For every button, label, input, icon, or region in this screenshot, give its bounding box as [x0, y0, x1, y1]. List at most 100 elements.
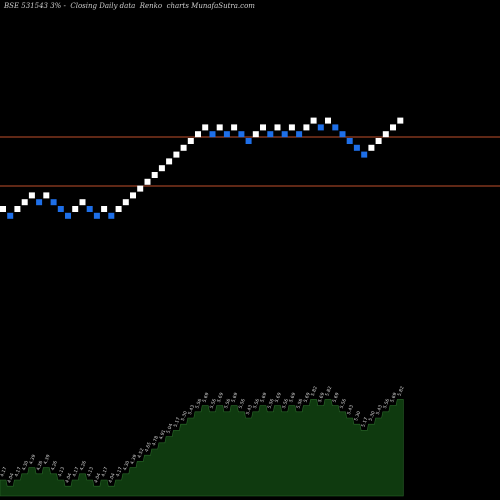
- brick-label: 5.69: [317, 392, 326, 404]
- brick-label: 4.26: [50, 460, 59, 472]
- brick-label: 5.56: [382, 398, 391, 410]
- up-brick: [151, 172, 158, 178]
- brick-label: 5.56: [281, 398, 290, 410]
- down-brick: [7, 212, 14, 219]
- up-brick: [368, 144, 375, 151]
- up-brick: [137, 185, 144, 192]
- brick-label: 4.04: [6, 472, 15, 484]
- down-brick: [267, 131, 274, 138]
- brick-label: 5.69: [230, 392, 239, 404]
- up-brick: [115, 206, 122, 212]
- brick-label: 4.17: [100, 466, 109, 478]
- up-brick: [158, 165, 165, 172]
- up-brick: [195, 131, 201, 138]
- brick-label: 5.56: [194, 398, 203, 410]
- up-brick: [397, 117, 404, 124]
- brick-label: 5.30: [368, 410, 377, 422]
- down-brick: [317, 124, 324, 131]
- brick-label: 5.56: [223, 398, 232, 410]
- up-brick: [144, 178, 151, 185]
- down-brick: [238, 131, 245, 138]
- down-brick: [65, 212, 71, 219]
- brick-label: 4.13: [57, 466, 66, 478]
- brick-label: 4.26: [35, 460, 44, 472]
- brick-label: 5.43: [187, 404, 196, 416]
- up-brick: [101, 206, 108, 212]
- up-brick: [0, 206, 6, 212]
- up-brick: [43, 192, 50, 199]
- brick-label: 4.17: [0, 466, 8, 478]
- brick-label: 4.04: [108, 472, 117, 484]
- brick-label: 4.65: [144, 441, 153, 453]
- brick-label: 5.56: [267, 398, 276, 410]
- brick-label: 5.04: [165, 423, 174, 435]
- up-brick: [28, 192, 35, 199]
- brick-label: 5.17: [360, 416, 369, 428]
- up-brick: [166, 158, 173, 165]
- brick-label: 5.56: [209, 398, 218, 410]
- brick-label: 5.43: [346, 404, 355, 416]
- brick-label: 5.69: [288, 392, 297, 404]
- volume-area: [0, 399, 404, 497]
- up-brick: [325, 117, 331, 124]
- brick-label: 4.39: [43, 454, 52, 466]
- up-brick: [382, 131, 389, 138]
- down-brick: [346, 138, 353, 144]
- down-brick: [36, 199, 43, 206]
- brick-label: 5.56: [339, 398, 348, 410]
- down-brick: [353, 144, 360, 151]
- down-brick: [361, 151, 368, 158]
- up-brick: [252, 131, 259, 138]
- brick-label: 4.39: [129, 454, 138, 466]
- brick-label: 5.82: [397, 385, 406, 397]
- brick-label: 5.82: [324, 385, 333, 397]
- brick-label: 5.56: [252, 398, 261, 410]
- down-brick: [108, 212, 115, 219]
- brick-label: 5.43: [245, 404, 254, 416]
- brick-label: 5.43: [375, 404, 384, 416]
- brick-label: 5.69: [201, 392, 210, 404]
- down-brick: [50, 199, 57, 206]
- brick-label: 4.52: [136, 447, 145, 459]
- brick-label: 5.69: [216, 392, 225, 404]
- brick-label: 5.17: [173, 416, 182, 428]
- up-brick: [231, 124, 238, 131]
- up-brick: [260, 124, 266, 131]
- down-brick: [57, 206, 64, 212]
- up-brick: [216, 124, 223, 131]
- up-brick: [14, 206, 21, 212]
- brick-labels: 4.174.044.174.304.394.264.394.264.134.04…: [0, 385, 406, 483]
- down-brick: [223, 131, 230, 138]
- up-brick: [187, 138, 194, 144]
- brick-label: 4.91: [158, 429, 167, 441]
- brick-label: 5.56: [238, 398, 247, 410]
- brick-label: 4.17: [14, 466, 23, 478]
- down-brick: [296, 131, 303, 138]
- chart-title: BSE 531543 3% - Closing Daily data Renko…: [4, 2, 255, 10]
- renko-bricks: [0, 117, 404, 219]
- brick-label: 4.30: [122, 460, 131, 472]
- reference-lines: [0, 136, 500, 187]
- up-brick: [274, 124, 281, 131]
- brick-label: 4.17: [115, 466, 124, 478]
- volume-fill: [0, 399, 404, 497]
- brick-label: 4.26: [79, 460, 88, 472]
- up-brick: [303, 124, 310, 131]
- up-brick: [375, 138, 382, 144]
- down-brick: [209, 131, 216, 138]
- brick-label: 5.30: [353, 410, 362, 422]
- up-brick: [288, 124, 295, 131]
- up-brick: [173, 151, 180, 158]
- up-brick: [180, 144, 187, 151]
- up-brick: [72, 206, 79, 212]
- brick-label: 5.56: [295, 398, 304, 410]
- up-brick: [21, 199, 28, 206]
- down-brick: [332, 124, 339, 131]
- brick-label: 5.69: [389, 392, 398, 404]
- up-brick: [130, 192, 136, 199]
- down-brick: [281, 131, 288, 138]
- up-brick: [79, 199, 86, 206]
- up-brick: [390, 124, 396, 131]
- brick-label: 4.13: [86, 466, 95, 478]
